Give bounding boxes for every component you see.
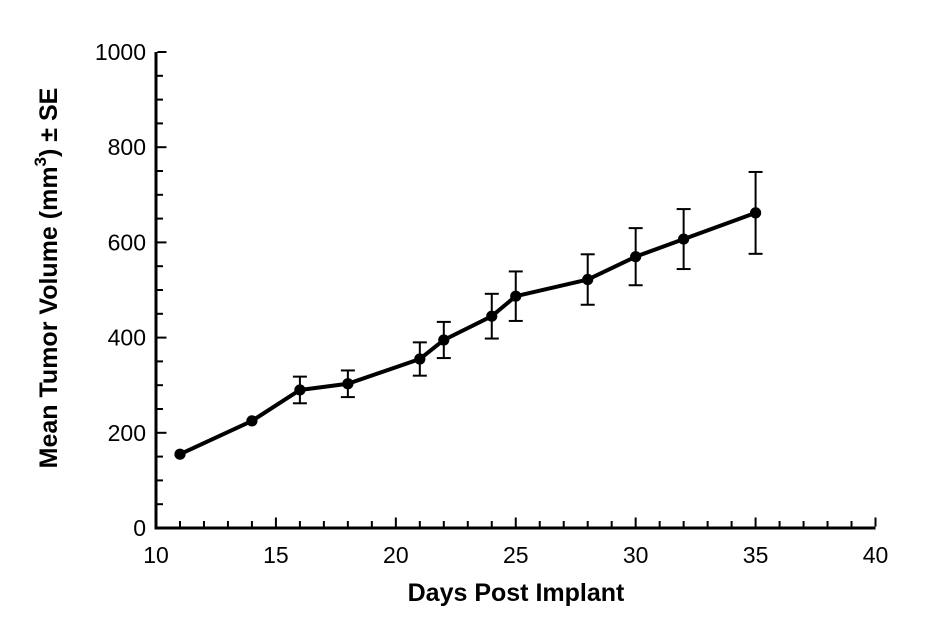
y-tick-label: 800 [108,134,146,160]
x-axis-title: Days Post Implant [408,579,625,607]
data-point [342,378,354,390]
data-point [294,384,306,396]
data-point [174,448,186,460]
x-tick-label: 35 [743,542,769,568]
y-tick-labels: 0 200 400 600 800 1000 [95,39,146,541]
y-tick-label: 400 [108,325,146,351]
y-tick-label: 1000 [95,39,146,65]
data-markers [174,207,762,460]
series-line [177,210,758,457]
x-tick-labels: 10 15 20 25 30 35 40 [143,542,888,568]
data-point [582,273,594,286]
data-point [749,207,762,219]
data-point [630,251,642,263]
x-tick-label: 10 [143,542,169,568]
data-point [510,290,522,302]
x-tick-label: 15 [263,542,289,568]
x-axis [154,517,877,530]
data-point [246,415,258,427]
data-point [486,310,498,322]
x-tick-label: 25 [503,542,529,568]
error-bars [292,170,763,405]
y-tick-label: 600 [108,229,146,255]
data-line [177,210,758,457]
y-axis-title: Mean Tumor Volume (mm3) ± SE [31,88,63,469]
x-tick-label: 20 [383,542,409,568]
x-tick-label: 30 [623,542,649,568]
data-point [438,334,450,346]
x-tick-label: 40 [863,542,889,568]
y-tick-label: 200 [108,420,146,446]
y-tick-label: 0 [133,515,146,541]
data-point [414,353,426,365]
y-axis [154,51,167,530]
data-point [678,233,690,245]
